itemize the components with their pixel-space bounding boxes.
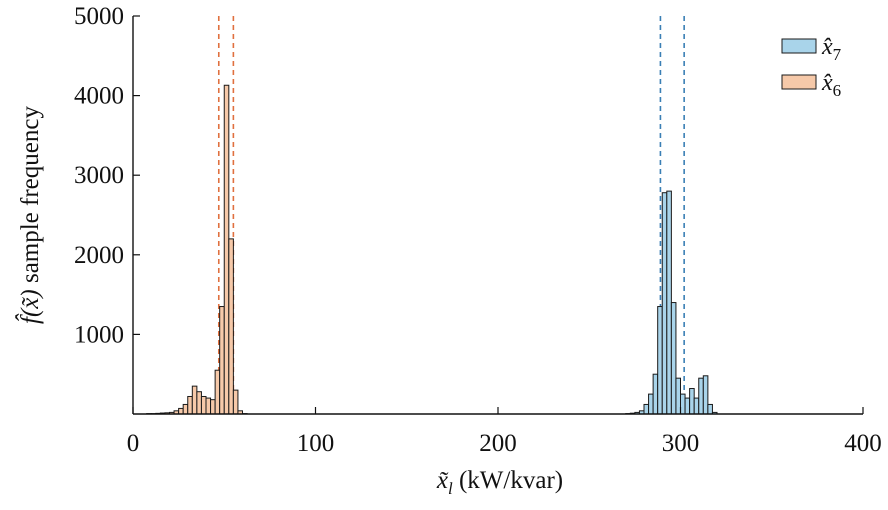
histogram-bar-series-1 [702, 375, 709, 415]
histogram-bar-series-2 [214, 369, 221, 415]
legend-label-subscript: 6 [833, 81, 842, 100]
y-tick-label: 3000 [74, 162, 124, 189]
y-tick-label: 5000 [74, 3, 124, 30]
histogram-bar-series-1 [680, 393, 686, 415]
x-axis-label-variable: x̃ [436, 467, 449, 494]
histogram-bar-series-1 [675, 377, 681, 415]
histogram-bar-series-1 [661, 192, 668, 415]
histogram-bar-series-1 [657, 306, 663, 415]
y-axis-ticks: 1000 2000 3000 4000 5000 [74, 3, 140, 348]
histogram-bar-series-1 [698, 377, 704, 415]
histogram-bar-series-1 [670, 302, 677, 415]
y-tick-label: 4000 [74, 83, 124, 110]
x-tick-label: 100 [297, 430, 335, 457]
histogram-bar-series-2 [232, 389, 239, 415]
legend-label-variable: x̂ [821, 34, 833, 60]
axes [132, 16, 863, 415]
x-tick-label: 300 [662, 430, 700, 457]
histogram-bar-series-1 [652, 373, 659, 415]
histogram-bar-series-2 [210, 399, 216, 415]
histogram-bar-series-2 [187, 395, 193, 415]
histogram-bar-series-2 [191, 385, 198, 415]
histogram-bars [146, 84, 718, 415]
y-tick-label: 1000 [74, 321, 124, 348]
y-axis-label-text: sample frequency [17, 106, 44, 290]
legend-label: x̂6 [821, 70, 841, 100]
histogram-bar-series-2 [223, 84, 230, 415]
y-axis-label-function: f̂(x̃) [15, 289, 44, 324]
legend-swatch [781, 38, 817, 54]
y-axis-label: f̂(x̃) sample frequency [15, 106, 44, 324]
x-axis-label-unit: (kW/kvar) [453, 467, 563, 494]
histogram-bar-series-1 [648, 393, 654, 415]
histogram-bar-series-2 [196, 391, 202, 415]
x-tick-label: 400 [844, 430, 882, 457]
histogram-bar-series-2 [228, 238, 234, 415]
histogram-bar-series-2 [200, 395, 207, 415]
legend-label: x̂7 [821, 34, 842, 64]
legend-swatch [781, 74, 817, 90]
histogram-bar-series-2 [178, 407, 184, 415]
legend-label-variable: x̂ [821, 70, 833, 96]
histogram-bar-series-2 [182, 403, 189, 415]
histogram-bar-series-1 [693, 397, 700, 415]
x-axis-ticks: 0 100 200 300 400 [127, 407, 882, 457]
histogram-bar-series-1 [707, 403, 713, 415]
legend: x̂7x̂6 [781, 34, 842, 100]
x-tick-label: 200 [479, 430, 517, 457]
histogram-bar-series-2 [205, 397, 212, 415]
x-axis-label-subscript: l [448, 479, 453, 498]
histogram-bar-series-2 [219, 306, 225, 415]
reference-lines [217, 16, 685, 414]
histogram-bar-series-1 [689, 388, 695, 415]
histogram-bar-series-1 [666, 190, 672, 415]
histogram-bar-series-1 [643, 403, 650, 415]
y-tick-label: 2000 [74, 242, 124, 269]
histogram-bar-series-1 [684, 397, 691, 415]
legend-label-subscript: 7 [833, 45, 842, 64]
x-axis-label: x̃l (kW/kvar) [436, 467, 563, 498]
x-tick-label: 0 [127, 430, 140, 457]
